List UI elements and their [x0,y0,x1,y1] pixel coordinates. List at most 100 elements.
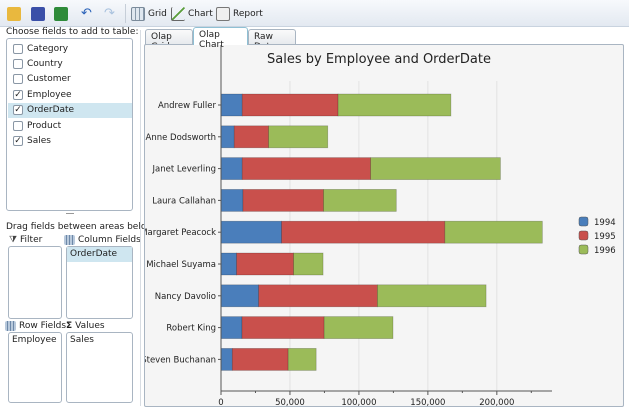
x-tick-label: 200,000 [479,398,514,408]
bar-1994 [220,316,243,339]
tab-olap-grid[interactable]: Olap Grid [145,29,193,52]
field-item[interactable]: ✓ Sales [8,133,132,148]
bar-1996 [337,93,452,117]
filter-area[interactable] [8,246,62,319]
tab-olap-chart[interactable]: Olap Chart [193,27,248,50]
chart: Sales by Employee and OrderDate 0 50,000 1… [140,45,616,408]
row-fields-icon [5,321,16,331]
y-category-label: Andrew Fuller [158,101,217,111]
bar-1995 [241,316,325,339]
chart-button[interactable]: Chart [171,5,213,22]
field-checkbox[interactable] [13,74,23,85]
bar-1995 [241,93,339,117]
field-item[interactable]: ✓ OrderDate [8,102,132,118]
field-checkbox[interactable] [13,58,23,69]
grid-icon [131,6,145,21]
legend-label: 1995 [594,232,616,242]
bar-1994 [220,252,237,276]
field-checkbox[interactable] [13,43,23,54]
chart-label: Chart [188,8,213,19]
legend-swatch-1996 [578,244,589,255]
field-checkbox[interactable]: ✓ [13,135,23,146]
open-folder-icon[interactable] [7,6,21,21]
y-category-label: Margaret Peacock [145,228,216,238]
tab-raw-data[interactable]: Raw Data [248,29,296,52]
bar-1994 [220,284,260,308]
values-label: Values [75,321,105,331]
bar-1995 [231,348,289,371]
bar-1995 [281,220,446,244]
bar-1995 [242,189,324,212]
bar-1994 [220,125,235,149]
sigma-icon: Σ [66,321,73,331]
y-category-label: Laura Callahan [152,196,216,206]
x-tick-label: 0 [218,398,223,408]
drag-fields-label: Drag fields between areas below: [6,222,157,232]
column-fields-icon [64,235,75,245]
field-label: Product [27,120,62,131]
legend-label: 1994 [594,218,616,228]
bar-1994 [220,157,243,180]
row-fields-label: Row Fields [19,321,67,331]
column-fields-area[interactable]: OrderDate [66,246,133,319]
field-list: Category Country Customer ✓ Employee ✓ OrderDa… [6,38,133,211]
bar-1996 [370,157,501,180]
y-category-label: Janet Leverling [152,165,216,175]
filter-label: Filter [20,235,43,245]
bar-1994 [220,189,244,212]
bar-1996 [377,284,487,308]
field-checkbox[interactable] [13,120,23,131]
column-fields-label: Column Fields [78,235,141,245]
bar-1996 [287,348,317,371]
column-field-item[interactable]: OrderDate [67,247,132,262]
panel-splitter[interactable] [140,30,141,406]
field-label: Employee [27,89,72,100]
bar-1994 [220,348,233,371]
excel-export-icon[interactable] [54,6,68,21]
y-category-label: Steven Buchanan [145,355,216,365]
field-label: Country [27,58,63,69]
field-label: Category [27,43,69,54]
grid-button[interactable]: Grid [131,5,167,22]
chart-panel: Sales by Employee and OrderDate 0 50,000 1… [140,44,624,408]
y-category-label: Michael Suyama [146,260,216,270]
bar-1995 [241,157,371,180]
bar-1996 [293,252,324,276]
legend-label: 1996 [594,246,616,256]
field-checkbox[interactable]: ✓ [13,89,23,100]
field-item[interactable]: Customer [8,72,132,87]
chart-title: Sales by Employee and OrderDate [267,52,491,67]
bar-1996 [323,189,397,212]
field-item[interactable]: Category [8,41,132,56]
report-label: Report [233,8,263,19]
report-icon [216,6,230,21]
bar-1995 [258,284,378,308]
y-category-label: Anne Dodsworth [146,133,216,143]
field-item[interactable]: ✓ Employee [8,87,132,102]
field-item[interactable]: Product [8,118,132,133]
filter-icon: ⧩ [9,235,18,245]
toolbar: ↶ ↷ Grid Chart Report [0,0,629,27]
legend-swatch-1995 [578,230,589,241]
field-checkbox[interactable]: ✓ [13,105,23,116]
field-label: Sales [27,135,51,146]
legend-swatch-1994 [578,216,589,227]
row-fields-area[interactable]: Employee [8,332,62,403]
save-icon[interactable] [31,6,45,21]
report-button[interactable]: Report [216,5,263,22]
value-field-item[interactable]: Sales [70,335,94,345]
splitter-handle[interactable] [66,213,74,214]
redo-icon[interactable]: ↷ [104,6,115,21]
bar-1996 [268,125,329,149]
values-area[interactable]: Sales [66,332,133,403]
x-tick-label: 50,000 [275,398,305,408]
row-field-item[interactable]: Employee [12,335,57,345]
x-tick-label: 100,000 [341,398,376,408]
field-item[interactable]: Country [8,56,132,71]
field-label: Customer [27,74,71,85]
undo-icon[interactable]: ↶ [81,6,92,21]
bar-1996 [323,316,394,339]
y-category-label: Robert King [166,324,216,334]
field-label: OrderDate [27,105,75,116]
grid-label: Grid [148,8,167,19]
